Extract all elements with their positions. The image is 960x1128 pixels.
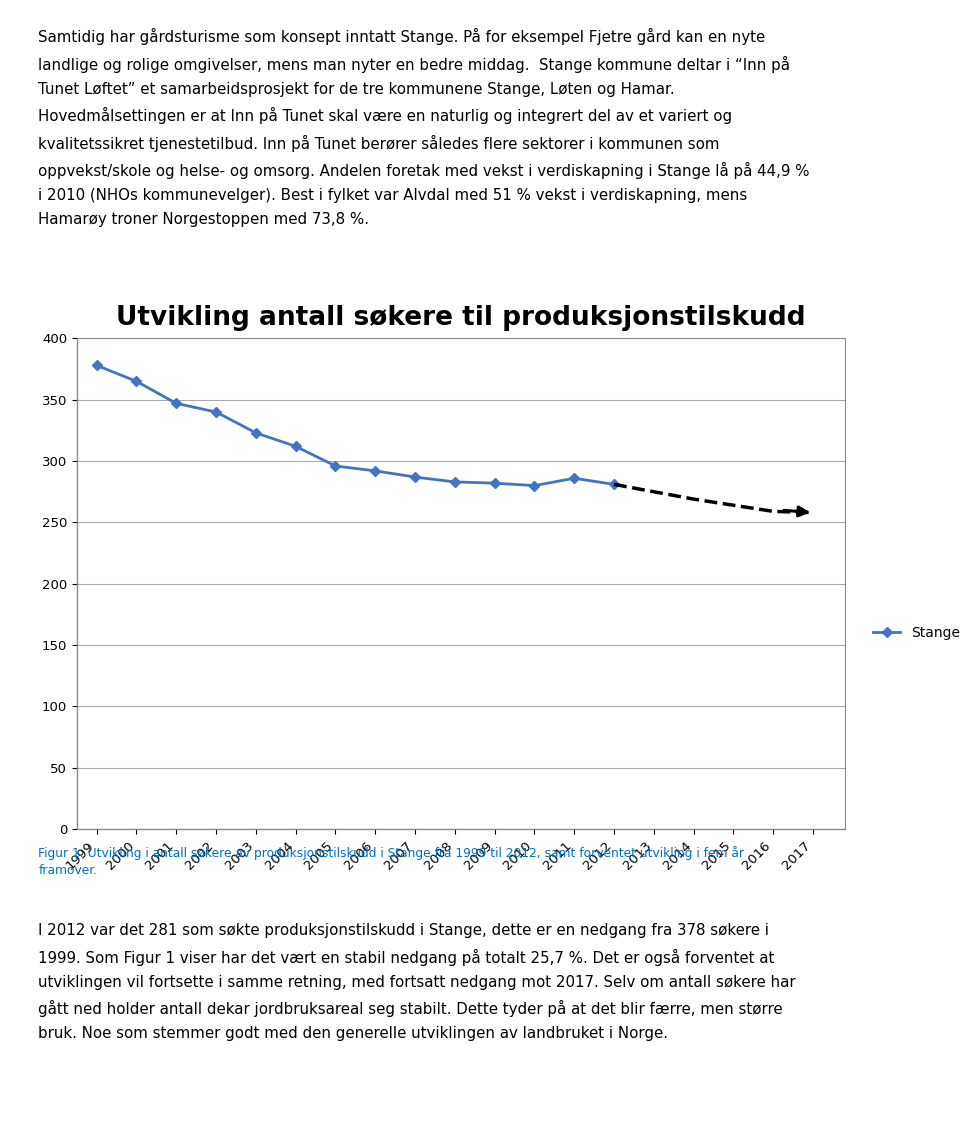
Text: I 2012 var det 281 som søkte produksjonstilskudd i Stange, dette er en nedgang f: I 2012 var det 281 som søkte produksjons… [38, 924, 796, 1041]
Legend: Stange: Stange [867, 620, 960, 645]
Text: Samtidig har gårdsturisme som konsept inntatt Stange. På for eksempel Fjetre går: Samtidig har gårdsturisme som konsept in… [38, 28, 810, 228]
Text: Figur 1: Utvikling i antall søkere av produksjonstilskudd i Stange fra 1999 til : Figur 1: Utvikling i antall søkere av pr… [38, 846, 744, 876]
Title: Utvikling antall søkere til produksjonstilskudd: Utvikling antall søkere til produksjonst… [116, 305, 805, 331]
